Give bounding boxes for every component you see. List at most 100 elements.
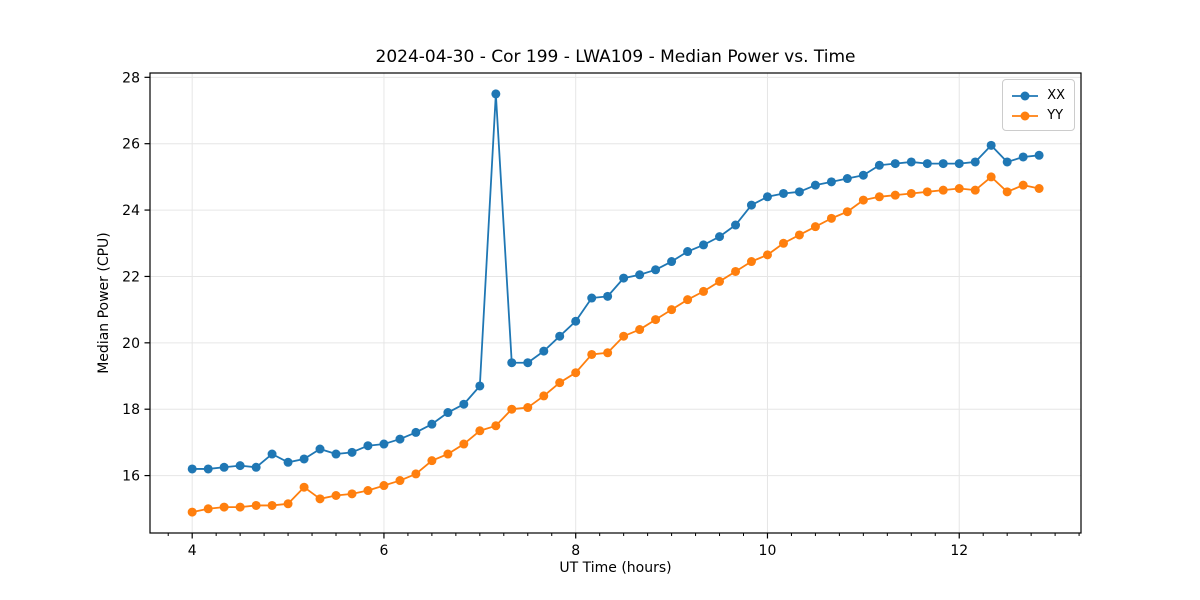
- series-xx-point: [507, 358, 517, 368]
- series-yy-point: [794, 230, 804, 240]
- y-axis-label: Median Power (CPU): [96, 232, 112, 374]
- series-yy-point: [746, 257, 756, 267]
- series-yy-point: [363, 486, 373, 496]
- series-xx-point: [699, 240, 709, 250]
- series-yy-point: [778, 238, 788, 248]
- y-tick-label: 24: [122, 203, 140, 219]
- series-xx-point: [826, 177, 836, 187]
- series-yy-point: [219, 502, 229, 512]
- series-xx-point: [523, 358, 533, 368]
- series-xx-point: [347, 447, 357, 457]
- y-tick-label: 16: [122, 469, 140, 485]
- series-yy-point: [635, 325, 645, 335]
- series-yy-point: [187, 507, 197, 517]
- legend-item-yy: YY: [1010, 105, 1065, 125]
- series-yy-point: [443, 449, 453, 459]
- series-xx-point: [794, 187, 804, 197]
- series-xx-point: [379, 439, 389, 449]
- series-yy-point: [890, 190, 900, 200]
- series-yy-point: [667, 305, 677, 315]
- series-xx-point: [251, 462, 261, 472]
- series-yy-point: [731, 266, 741, 276]
- series-yy-point: [1002, 187, 1012, 197]
- series-xx-point: [427, 419, 437, 429]
- axes-spines: [149, 72, 1082, 534]
- series-yy-point: [826, 213, 836, 223]
- series-yy-point: [331, 490, 341, 500]
- series-yy-point: [347, 489, 357, 499]
- series-xx-point: [986, 140, 996, 150]
- series-xx-point: [267, 449, 277, 459]
- series-yy-point: [810, 222, 820, 232]
- series-xx-point: [1018, 152, 1028, 162]
- series-xx-point: [683, 247, 693, 257]
- series-xx-point: [571, 316, 581, 326]
- y-tick-label: 28: [122, 70, 140, 86]
- series-yy-point: [970, 185, 980, 195]
- series-yy-point: [954, 183, 964, 193]
- x-tick-label: 4: [188, 543, 197, 559]
- legend: XX YY: [1002, 79, 1075, 131]
- x-axis-label: UT Time (hours): [559, 560, 672, 576]
- x-tick-label: 12: [950, 543, 968, 559]
- series-xx-point: [443, 408, 453, 418]
- series-yy-point: [427, 456, 437, 466]
- x-tick-label: 10: [759, 543, 777, 559]
- series-yy-point: [507, 404, 517, 414]
- series-yy-point: [922, 187, 932, 197]
- series-yy-point: [235, 502, 245, 512]
- series-yy-point: [251, 500, 261, 510]
- series-yy-point: [539, 391, 549, 401]
- series-xx-point: [619, 273, 629, 283]
- series-yy-point: [459, 439, 469, 449]
- series-yy-point: [699, 286, 709, 296]
- series-xx-point: [1034, 150, 1044, 160]
- series-yy-point: [475, 426, 485, 436]
- series-yy-point: [715, 276, 725, 286]
- series-xx-point: [363, 441, 373, 451]
- series-yy-line: [192, 175, 1040, 513]
- series-xx-point: [587, 293, 597, 303]
- series-xx-point: [906, 157, 916, 167]
- series-yy-point: [395, 476, 405, 486]
- series-yy-point: [858, 195, 868, 205]
- y-tick-label: 18: [122, 402, 140, 418]
- series-yy-point: [315, 494, 325, 504]
- series-xx-point: [603, 291, 613, 301]
- series-xx-point: [331, 449, 341, 459]
- series-xx-point: [539, 346, 549, 356]
- series-yy-point: [587, 349, 597, 359]
- series-yy-point: [986, 172, 996, 182]
- legend-sample-xx-icon: [1010, 88, 1040, 102]
- series-xx-point: [970, 157, 980, 167]
- series-xx-point: [731, 220, 741, 230]
- series-xx-point: [1002, 157, 1012, 167]
- series-yy-point: [203, 504, 213, 514]
- series-yy-point: [938, 185, 948, 195]
- series-yy-point: [842, 207, 852, 217]
- series-yy-point: [603, 348, 613, 358]
- series-xx-point: [890, 159, 900, 169]
- series-xx-point: [938, 159, 948, 169]
- x-tick-label: 6: [379, 543, 388, 559]
- series-yy-point: [571, 368, 581, 378]
- series-yy-point: [283, 499, 293, 509]
- x-tick-label: 8: [571, 543, 580, 559]
- series-yy-point: [906, 188, 916, 198]
- series-xx-point: [475, 381, 485, 391]
- y-tick-label: 22: [122, 269, 140, 285]
- series-xx-point: [858, 170, 868, 180]
- legend-item-xx: XX: [1010, 85, 1065, 105]
- series-xx-point: [315, 444, 325, 454]
- series-yy-point: [619, 331, 629, 341]
- series-xx-point: [299, 454, 309, 464]
- series-xx-point: [219, 462, 229, 472]
- series-yy-point: [1034, 183, 1044, 193]
- series-yy-point: [379, 481, 389, 491]
- series-xx-point: [203, 464, 213, 474]
- legend-label-yy: YY: [1047, 107, 1064, 123]
- series-xx-point: [411, 427, 421, 437]
- series-xx-line: [192, 93, 1040, 470]
- series-xx-point: [922, 159, 932, 169]
